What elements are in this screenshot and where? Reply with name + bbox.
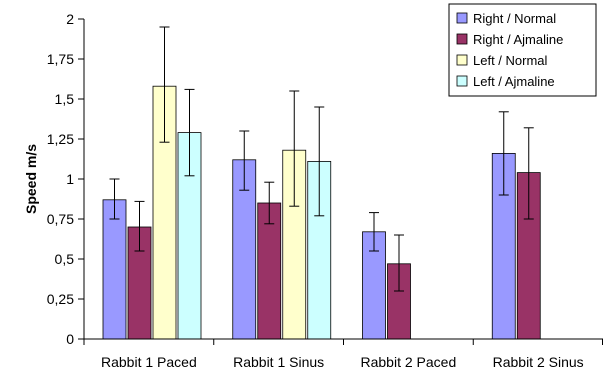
x-tick-label: Rabbit 2 Paced bbox=[361, 354, 457, 370]
legend-label: Left / Normal bbox=[473, 53, 548, 68]
legend-swatch bbox=[456, 54, 468, 66]
y-tick-label: 1,5 bbox=[55, 91, 75, 107]
x-tick-label: Rabbit 2 Sinus bbox=[493, 354, 584, 370]
legend-swatch bbox=[456, 33, 468, 45]
x-tick-label: Rabbit 1 Paced bbox=[101, 354, 197, 370]
y-axis-title: Speed m/s bbox=[23, 144, 39, 214]
bar bbox=[102, 199, 127, 340]
x-tick-label: Rabbit 1 Sinus bbox=[233, 354, 324, 370]
x-axis-labels: Rabbit 1 Paced Rabbit 1 Sinus Rabbit 2 Pac… bbox=[101, 354, 584, 370]
y-tick-label: 0 bbox=[66, 331, 74, 347]
legend-swatch bbox=[456, 75, 468, 87]
legend-label: Right / Ajmaline bbox=[473, 32, 563, 47]
bars bbox=[102, 85, 541, 340]
legend-box bbox=[448, 3, 597, 97]
legend-label: Left / Ajmaline bbox=[473, 74, 555, 89]
legend-label: Right / Normal bbox=[473, 11, 556, 26]
y-axis-ticks: 0 0,25 0,5 0,75 1 1,25 1,5 1,75 2 bbox=[47, 11, 84, 347]
y-tick-label: 1,25 bbox=[47, 131, 74, 147]
error-bars bbox=[109, 26, 534, 292]
legend-swatch bbox=[456, 12, 468, 24]
y-tick-label: 0,25 bbox=[47, 291, 74, 307]
y-tick-label: 2 bbox=[66, 11, 74, 27]
y-tick-label: 1 bbox=[66, 171, 74, 187]
legend: Right / Normal Right / Ajmaline Left / Nor… bbox=[448, 3, 597, 97]
y-tick-label: 0,5 bbox=[55, 251, 75, 267]
y-tick-label: 1,75 bbox=[47, 51, 74, 67]
y-tick-label: 0,75 bbox=[47, 211, 74, 227]
